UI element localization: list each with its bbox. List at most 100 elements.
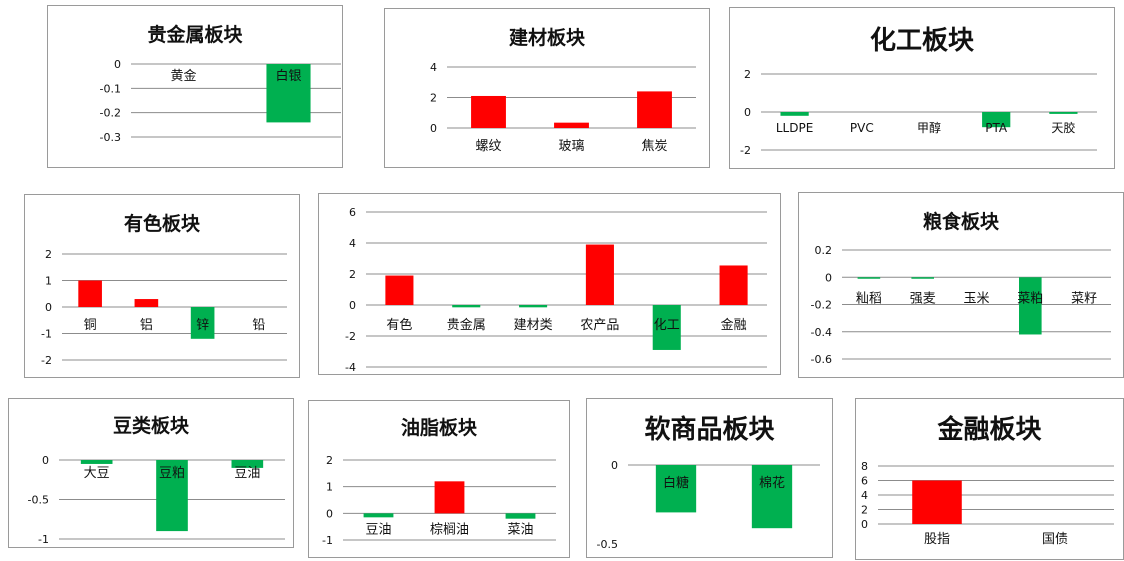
y-tick-label: 0 (861, 518, 868, 531)
category-label: 玉米 (963, 291, 989, 306)
bar-chart-overview: 6 4 2 0 -2 -4 有色 贵金属 建材类 农产品 化工 金融 (345, 206, 767, 374)
bar (857, 277, 881, 279)
y-tick-label: 0 (349, 299, 356, 312)
category-label: 化工 (654, 318, 680, 333)
category-label: 白糖 (663, 475, 689, 491)
chart-panel-overview: 6 4 2 0 -2 -4 有色 贵金属 建材类 农产品 化工 金融 (318, 193, 781, 375)
bar (585, 244, 614, 305)
chart-panel-beans: 豆类板块 0 -0.5 -1 大豆 豆粕 豆油 (8, 398, 294, 548)
y-tick-label: 8 (861, 460, 868, 473)
bar (982, 112, 1011, 128)
chart-title: 豆类板块 (112, 415, 189, 437)
chart-panel-precious: 贵金属板块 0 -0.1 -0.2 -0.3 黄金 白银 (47, 5, 343, 168)
y-tick-label: 0 (42, 454, 49, 467)
category-label: 铅 (252, 318, 265, 333)
category-label: 国债 (1042, 532, 1068, 547)
y-tick-label: 1 (326, 481, 333, 494)
y-tick-label: 0 (114, 58, 121, 71)
y-tick-label: 0.2 (815, 244, 833, 257)
y-tick-label: 0 (825, 271, 832, 284)
category-label: 螺纹 (475, 139, 501, 154)
category-label: 农产品 (580, 318, 619, 333)
bar (1049, 112, 1078, 114)
category-label: 豆粕 (159, 466, 185, 481)
chart-title: 化工板块 (869, 26, 974, 56)
y-tick-label: 2 (349, 268, 356, 281)
bar-chart-building: 4 2 0 螺纹 玻璃 焦炭 (430, 61, 696, 154)
y-tick-label: -0.2 (811, 299, 832, 312)
y-tick-label: 6 (349, 206, 356, 219)
category-label: 黄金 (170, 68, 196, 84)
y-tick-label: 2 (45, 248, 52, 261)
category-label: 锌 (196, 318, 209, 333)
category-label: 铜 (84, 318, 97, 333)
y-tick-label: 0 (744, 106, 751, 119)
chart-panel-grain: 粮食板块 0.2 0 -0.2 -0.4 -0.6 籼稻 强麦 玉米 菜粕 菜籽 (798, 192, 1124, 378)
bar (655, 465, 697, 513)
chart-title: 有色板块 (123, 213, 200, 235)
category-label: PVC (850, 121, 874, 135)
chart-panel-building: 建材板块 4 2 0 螺纹 玻璃 焦炭 (384, 8, 710, 168)
bar (652, 305, 681, 350)
y-tick-label: 6 (861, 475, 868, 488)
bar (434, 481, 465, 514)
bar-chart-oils: 2 1 0 -1 豆油 棕榈油 菜油 (322, 454, 556, 547)
y-tick-label: -1 (38, 533, 49, 546)
category-label: 天胶 (1051, 120, 1075, 135)
chart-panel-nonferrous: 有色板块 2 1 0 -1 -2 铜 铝 锌 铅 (24, 194, 300, 378)
chart-panel-softs: 软商品板块 0 -0.5 白糖 棉花 (586, 398, 833, 558)
bar (780, 112, 809, 116)
y-tick-label: 0 (326, 507, 333, 520)
category-label: LLDPE (776, 121, 813, 135)
y-tick-label: 4 (861, 489, 868, 502)
category-label: 棕榈油 (430, 522, 469, 537)
y-tick-label: -0.6 (811, 353, 832, 366)
category-label: 菜油 (507, 522, 533, 537)
category-label: 强麦 (910, 291, 936, 306)
bar (719, 265, 748, 305)
y-tick-label: -2 (740, 144, 751, 157)
chart-title: 贵金属板块 (147, 24, 243, 46)
y-tick-label: 2 (744, 68, 751, 81)
bar (471, 95, 506, 128)
bar (363, 513, 394, 518)
y-tick-label: 2 (430, 92, 437, 105)
y-tick-label: -1 (322, 534, 333, 547)
category-label: 股指 (924, 532, 950, 547)
category-label: PTA (985, 121, 1008, 135)
bar (80, 460, 113, 464)
y-tick-label: 2 (326, 454, 333, 467)
bar (911, 277, 934, 279)
category-label: 豆油 (365, 522, 391, 537)
bar (554, 122, 589, 128)
bar (266, 64, 311, 123)
bar-chart-nonferrous: 2 1 0 -1 -2 铜 铝 锌 铅 (41, 248, 287, 367)
y-tick-label: -4 (345, 361, 356, 374)
y-tick-label: -2 (345, 330, 356, 343)
y-tick-label: -0.1 (100, 82, 121, 95)
bar (190, 307, 215, 339)
bar (134, 299, 159, 307)
category-label: 贵金属 (447, 317, 486, 333)
chart-panel-finance: 金融板块 8 6 4 2 0 股指 国债 (855, 398, 1124, 560)
category-label: 白银 (275, 68, 301, 84)
bar (78, 280, 102, 307)
y-tick-label: 0 (611, 459, 618, 472)
bar (452, 305, 481, 308)
category-label: 甲醇 (917, 120, 941, 135)
y-tick-label: 1 (45, 275, 52, 288)
bar-chart-precious: 0 -0.1 -0.2 -0.3 黄金 白银 (100, 58, 341, 144)
bar (519, 305, 548, 308)
category-label: 建材类 (514, 318, 553, 333)
bar (912, 480, 962, 524)
chart-panel-chemical: 化工板块 2 0 -2 LLDPE PVC 甲醇 PTA 天胶 (729, 7, 1115, 169)
category-label: 菜粕 (1017, 291, 1043, 306)
y-tick-label: 0 (45, 301, 52, 314)
chart-panel-oils: 油脂板块 2 1 0 -1 豆油 棕榈油 菜油 (308, 400, 570, 558)
category-label: 铝 (140, 318, 153, 333)
y-tick-label: -0.4 (811, 326, 832, 339)
y-tick-label: -1 (41, 328, 52, 341)
y-tick-label: 0 (430, 122, 437, 135)
bar-chart-chemical: 2 0 -2 LLDPE PVC 甲醇 PTA 天胶 (740, 68, 1097, 157)
chart-title: 油脂板块 (400, 417, 477, 439)
